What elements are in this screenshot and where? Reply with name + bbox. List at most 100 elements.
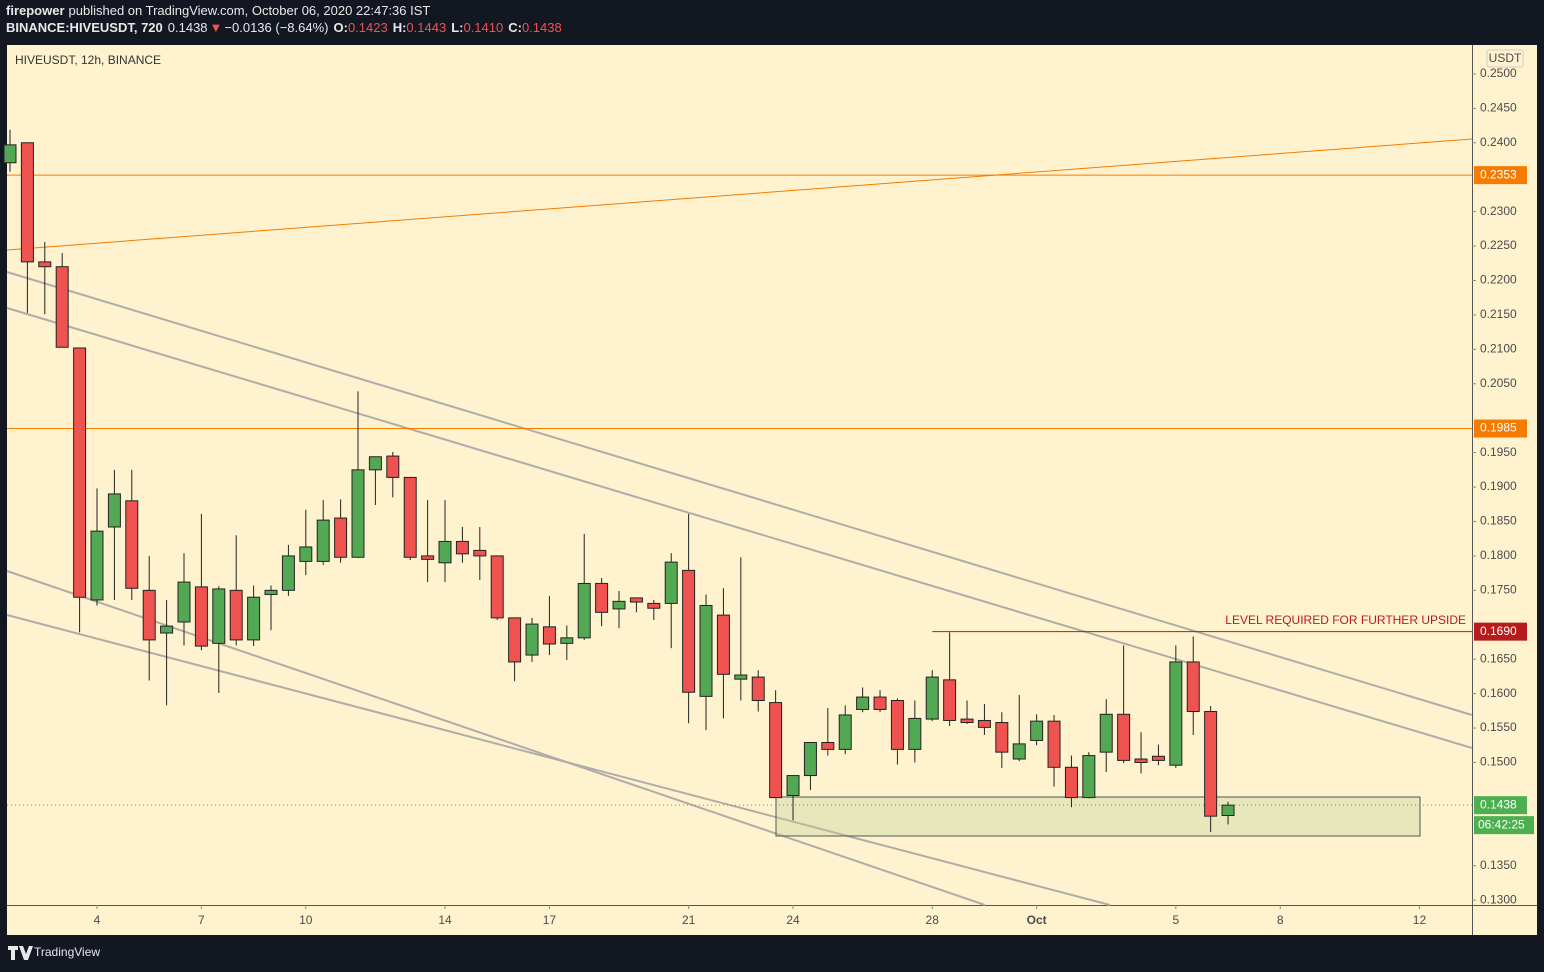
- y-tick-label: 0.1300: [1480, 892, 1517, 906]
- candle-body: [873, 696, 887, 710]
- y-tick-label: 0.2300: [1480, 204, 1517, 218]
- y-tick-label: 0.1800: [1480, 548, 1517, 562]
- y-tick-label: 0.1550: [1480, 720, 1517, 734]
- candle-body: [264, 589, 278, 595]
- candle-body: [142, 589, 156, 641]
- footer-brand: TradingView: [34, 945, 100, 959]
- o-value: 0.1423: [348, 20, 388, 35]
- y-tick-label: 0.1900: [1480, 479, 1517, 493]
- price-label-box: [1474, 166, 1527, 185]
- candle-body: [977, 719, 991, 728]
- candle-body: [1064, 766, 1078, 799]
- y-axis-label: USDT: [1489, 51, 1522, 65]
- candle-body: [473, 549, 487, 557]
- publisher: firepower: [6, 3, 65, 18]
- candle-body: [1169, 661, 1183, 766]
- candle-body: [316, 519, 330, 562]
- candle-body: [177, 581, 191, 623]
- candle-body: [577, 582, 591, 639]
- x-tick-label: Oct: [1027, 913, 1047, 927]
- candle-body: [247, 596, 261, 641]
- last: 0.1438: [168, 20, 208, 35]
- candle-body: [734, 674, 748, 680]
- header-line-2: BINANCE:HIVEUSDT, 720 0.1438 ▼ −0.0136 (−8.…: [6, 20, 562, 35]
- price-label: 0.1985: [1480, 421, 1517, 435]
- y-tick-label: 0.2100: [1480, 342, 1517, 356]
- direction: ▼: [210, 20, 223, 35]
- y-tick-label: 0.2500: [1480, 66, 1517, 80]
- candle-body: [490, 555, 504, 619]
- candle-body: [194, 586, 208, 647]
- candle-body: [160, 625, 174, 634]
- candle-body: [716, 614, 730, 675]
- x-tick-label: 7: [198, 913, 205, 927]
- candle-body: [1151, 755, 1165, 761]
- candle-body: [960, 718, 974, 724]
- candle-body: [73, 347, 87, 598]
- candle-body: [1221, 804, 1235, 816]
- candle-body: [925, 676, 939, 720]
- candle-body: [20, 142, 34, 263]
- candle-body: [803, 742, 817, 777]
- x-tick-label: 4: [94, 913, 101, 927]
- candle-body: [229, 589, 243, 641]
- candle-body: [682, 569, 696, 693]
- unit-box: [1486, 49, 1524, 68]
- candle-body: [1117, 713, 1131, 761]
- x-tick-label: 24: [786, 913, 800, 927]
- price-label: 0.1438: [1480, 797, 1517, 811]
- candle-body: [1012, 743, 1026, 760]
- x-tick-label: 10: [299, 913, 313, 927]
- y-tick-label: 0.1950: [1480, 445, 1517, 459]
- candle-body: [769, 702, 783, 799]
- y-tick-label: 0.2450: [1480, 101, 1517, 115]
- y-tick-label: 0.2050: [1480, 376, 1517, 390]
- y-tick-label: 0.2150: [1480, 307, 1517, 321]
- price-label: 0.1690: [1480, 624, 1517, 638]
- candle-body: [3, 144, 17, 164]
- symbol: BINANCE:HIVEUSDT, 720: [6, 20, 163, 35]
- candle-body: [612, 600, 626, 610]
- candle-body: [542, 626, 556, 645]
- candle-body: [751, 676, 765, 702]
- candle-body: [368, 456, 382, 471]
- candle-body: [821, 742, 835, 750]
- y-tick-label: 0.2250: [1480, 238, 1517, 252]
- y-tick-label: 0.1750: [1480, 583, 1517, 597]
- y-tick-label: 0.1600: [1480, 686, 1517, 700]
- candle-body: [421, 555, 435, 560]
- drawings: [6, 138, 1473, 906]
- candle-body: [299, 546, 313, 562]
- candle-body: [1030, 720, 1044, 741]
- change: −0.0136 (−8.64%): [224, 20, 328, 35]
- candle-body: [386, 455, 400, 478]
- candle-body: [351, 469, 365, 558]
- c-value: 0.1438: [522, 20, 562, 35]
- candle-body: [334, 517, 348, 558]
- chart-title: HIVEUSDT, 12h, BINANCE: [15, 53, 161, 67]
- candle-body: [1204, 711, 1218, 817]
- candle-body: [125, 500, 139, 589]
- x-tick-label: 14: [438, 913, 452, 927]
- y-tick-label: 0.2400: [1480, 135, 1517, 149]
- candle-body: [838, 714, 852, 750]
- l-label: L:: [451, 20, 463, 35]
- x-tick-label: 17: [543, 913, 557, 927]
- channel-line: [6, 271, 1473, 716]
- candle-body: [1047, 720, 1061, 768]
- candle-body: [1082, 755, 1096, 799]
- published: published on TradingView.com, October 06…: [69, 3, 431, 18]
- candle-body: [856, 696, 870, 710]
- candle-body: [55, 266, 69, 348]
- candle-body: [508, 617, 522, 663]
- x-tick-label: 21: [682, 913, 696, 927]
- price-label-box: [1474, 419, 1527, 438]
- candle-body: [212, 588, 226, 644]
- annotation: LEVEL REQUIRED FOR FURTHER UPSIDE: [1225, 613, 1466, 627]
- candle-body: [595, 582, 609, 613]
- channel-line: [6, 307, 1473, 749]
- candle-body: [786, 775, 800, 797]
- price-label-box: [1474, 622, 1527, 641]
- candle-body: [1134, 758, 1148, 763]
